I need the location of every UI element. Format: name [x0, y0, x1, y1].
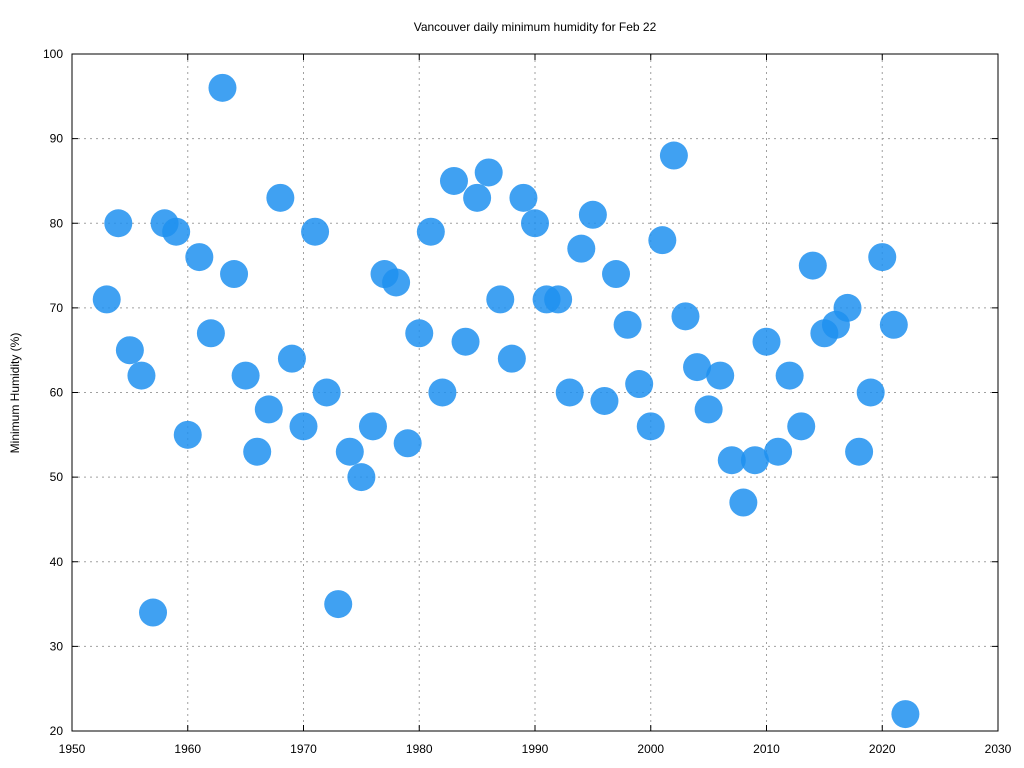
data-point [555, 378, 584, 407]
data-point [439, 166, 468, 195]
data-point [856, 378, 885, 407]
x-tick-label: 1990 [522, 742, 549, 756]
data-point [405, 319, 434, 348]
data-point [428, 378, 457, 407]
data-point [683, 353, 712, 382]
data-point [590, 386, 619, 415]
data-point [613, 310, 642, 339]
y-tick-label: 90 [50, 132, 64, 146]
data-point [578, 200, 607, 229]
data-point [231, 361, 260, 390]
data-point [301, 217, 330, 246]
y-tick-label: 60 [50, 386, 64, 400]
data-point [625, 370, 654, 399]
data-point [798, 251, 827, 280]
data-point [694, 395, 723, 424]
data-point [787, 412, 816, 441]
data-point [185, 243, 214, 272]
x-tick-label: 1960 [174, 742, 201, 756]
data-point [544, 285, 573, 314]
data-point [220, 260, 249, 289]
data-point [648, 226, 677, 255]
data-point [115, 336, 144, 365]
x-tick-label: 1970 [290, 742, 317, 756]
data-point [208, 73, 237, 102]
data-point [474, 158, 503, 187]
x-tick-label: 2020 [869, 742, 896, 756]
data-point [868, 243, 897, 272]
y-tick-label: 100 [43, 47, 63, 61]
data-point [671, 302, 700, 331]
y-tick-label: 70 [50, 301, 64, 315]
data-point [289, 412, 318, 441]
data-point [266, 183, 295, 212]
data-point [347, 463, 376, 492]
data-point [463, 183, 492, 212]
data-point [277, 344, 306, 373]
data-point [497, 344, 526, 373]
x-tick-label: 1950 [59, 742, 86, 756]
axis-ticks: 1950 1960 1970 1980 1990 2000 2010 2020 20302030… [43, 47, 1012, 756]
data-point [752, 327, 781, 356]
data-point [127, 361, 156, 390]
data-point [335, 437, 364, 466]
data-point [717, 446, 746, 475]
data-point [92, 285, 121, 314]
data-points [92, 73, 920, 729]
data-point [567, 234, 596, 263]
data-point [416, 217, 445, 246]
x-tick-label: 1980 [406, 742, 433, 756]
data-point [486, 285, 515, 314]
data-point [636, 412, 665, 441]
data-point [104, 209, 133, 238]
data-point [833, 293, 862, 322]
chart-title: Vancouver daily minimum humidity for Feb… [414, 20, 657, 34]
data-point [891, 700, 920, 729]
data-point [509, 183, 538, 212]
data-point [139, 598, 168, 627]
y-tick-label: 30 [50, 639, 64, 653]
y-tick-label: 50 [50, 470, 64, 484]
y-tick-label: 20 [50, 724, 64, 738]
data-point [602, 260, 631, 289]
data-point [312, 378, 341, 407]
data-point [393, 429, 422, 458]
x-tick-label: 2010 [753, 742, 780, 756]
data-point [706, 361, 735, 390]
y-axis-label: Minimum Humidity (%) [8, 333, 22, 454]
data-point [196, 319, 225, 348]
y-tick-label: 80 [50, 216, 64, 230]
data-point [764, 437, 793, 466]
data-point [451, 327, 480, 356]
x-tick-label: 2000 [637, 742, 664, 756]
x-tick-label: 2030 [985, 742, 1012, 756]
data-point [729, 488, 758, 517]
data-point [740, 446, 769, 475]
data-point [254, 395, 283, 424]
data-point [775, 361, 804, 390]
data-point [382, 268, 411, 297]
data-point [879, 310, 908, 339]
data-point [845, 437, 874, 466]
data-point [324, 590, 353, 619]
data-point [521, 209, 549, 238]
data-point [659, 141, 688, 170]
data-point [243, 437, 272, 466]
data-point [173, 420, 202, 449]
y-tick-label: 40 [50, 555, 64, 569]
data-point [162, 217, 191, 246]
data-point [358, 412, 387, 441]
